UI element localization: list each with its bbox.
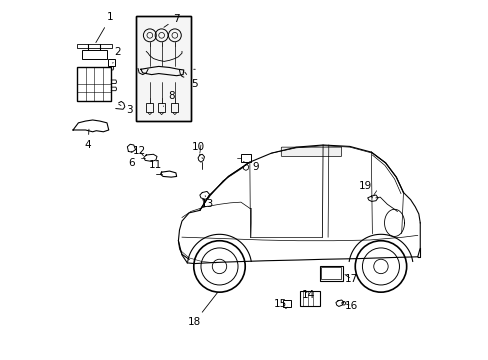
Bar bbox=[146, 103, 153, 112]
Text: 19: 19 bbox=[358, 181, 372, 198]
Bar bbox=[77, 67, 111, 102]
Text: 6: 6 bbox=[128, 151, 135, 168]
Text: 4: 4 bbox=[84, 129, 91, 150]
Bar bbox=[158, 103, 165, 112]
Text: 7: 7 bbox=[163, 14, 180, 27]
Text: 9: 9 bbox=[243, 162, 258, 172]
Bar bbox=[319, 266, 342, 281]
Text: 11: 11 bbox=[149, 160, 162, 174]
Bar bbox=[135, 16, 190, 121]
Bar bbox=[299, 291, 319, 306]
Text: 14: 14 bbox=[301, 290, 314, 300]
Text: 18: 18 bbox=[187, 292, 217, 327]
Text: 13: 13 bbox=[200, 196, 213, 209]
Bar bbox=[321, 267, 340, 279]
Text: 3: 3 bbox=[119, 104, 133, 115]
Bar bbox=[108, 59, 115, 66]
Bar bbox=[82, 50, 107, 59]
Text: 5: 5 bbox=[184, 72, 198, 89]
Bar bbox=[283, 300, 290, 307]
Text: 2: 2 bbox=[113, 47, 121, 63]
Text: 8: 8 bbox=[163, 91, 174, 106]
FancyBboxPatch shape bbox=[281, 147, 341, 157]
Text: 10: 10 bbox=[192, 142, 205, 158]
Bar bbox=[77, 44, 112, 48]
Text: 16: 16 bbox=[345, 301, 358, 311]
Bar bbox=[135, 16, 190, 121]
Text: 17: 17 bbox=[344, 274, 358, 284]
Text: 1: 1 bbox=[96, 13, 114, 42]
Bar bbox=[241, 154, 250, 162]
Text: 15: 15 bbox=[274, 299, 287, 309]
Bar bbox=[171, 103, 178, 112]
Text: 12: 12 bbox=[132, 146, 145, 156]
